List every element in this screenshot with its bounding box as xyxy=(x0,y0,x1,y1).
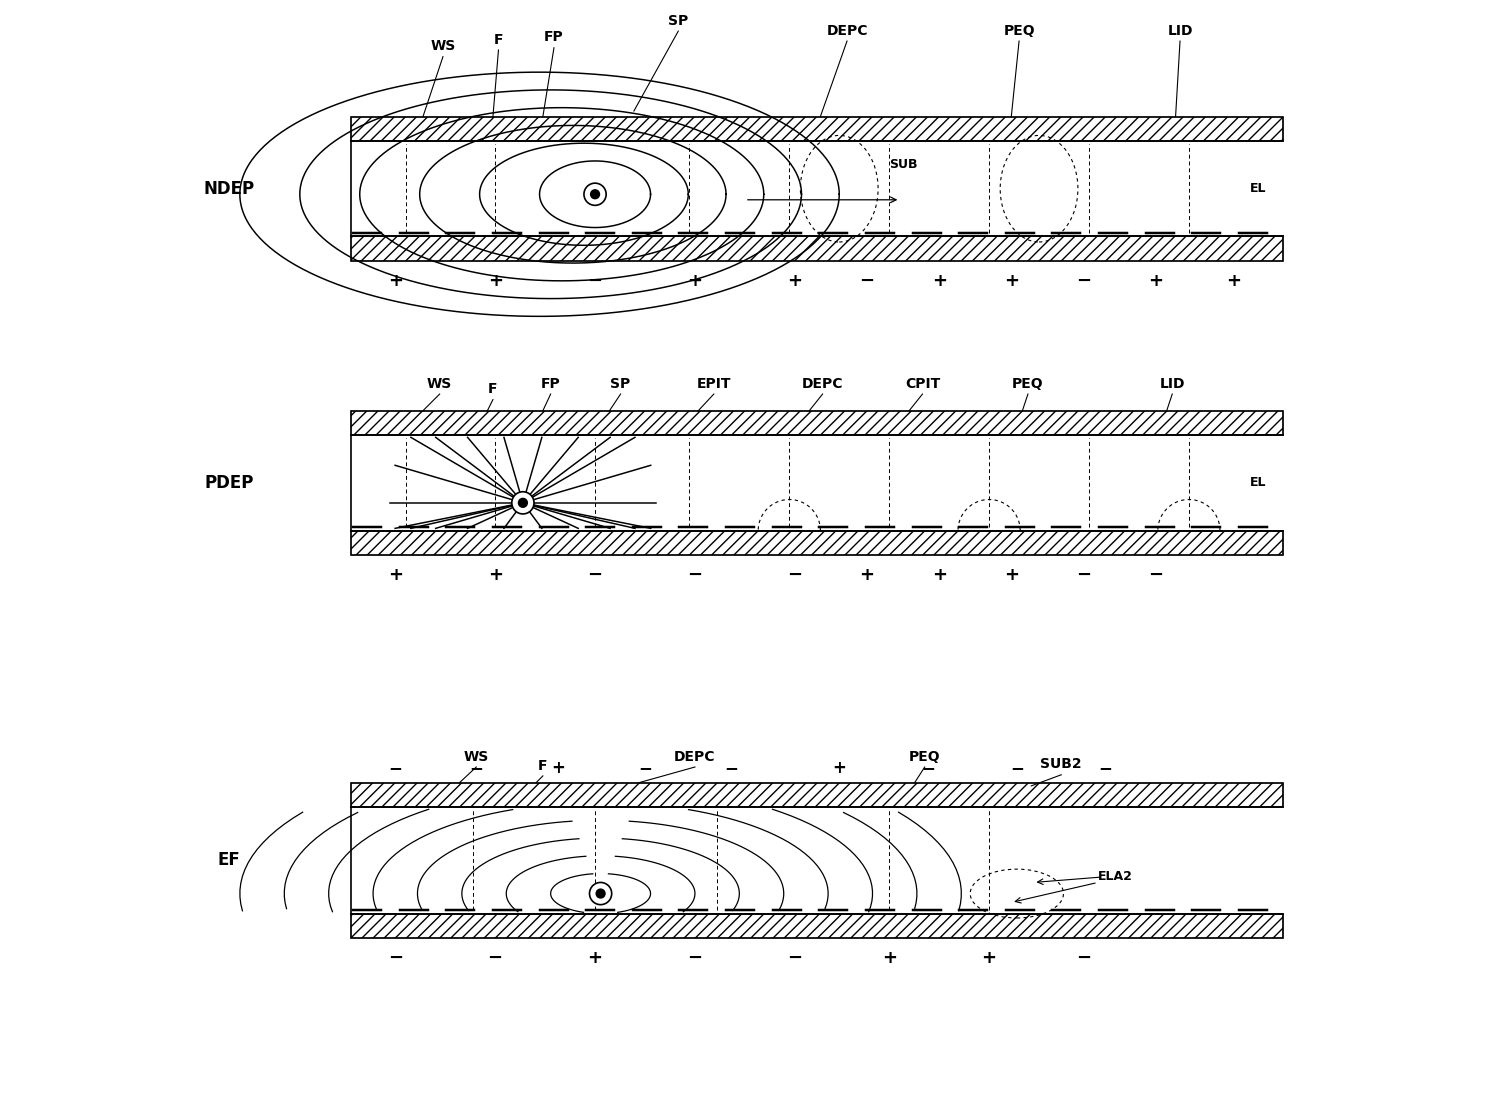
Text: DEPC: DEPC xyxy=(826,23,868,38)
Text: −: − xyxy=(788,949,803,967)
Text: −: − xyxy=(1077,272,1092,290)
Text: WS: WS xyxy=(431,39,455,53)
Text: +: + xyxy=(387,566,402,584)
Bar xyxy=(351,783,1284,807)
Bar xyxy=(351,531,1284,555)
Text: −: − xyxy=(1010,759,1024,777)
Text: WS: WS xyxy=(464,749,488,764)
Text: −: − xyxy=(588,272,603,290)
Text: EPIT: EPIT xyxy=(697,376,732,391)
Circle shape xyxy=(590,882,612,905)
Text: +: + xyxy=(1004,566,1019,584)
Bar xyxy=(351,236,1284,261)
Text: ELA2: ELA2 xyxy=(1098,870,1132,884)
Text: F: F xyxy=(494,32,503,47)
Circle shape xyxy=(511,492,534,514)
Text: SP: SP xyxy=(668,13,688,28)
Text: CPIT: CPIT xyxy=(904,376,940,391)
Text: −: − xyxy=(1148,566,1163,584)
Bar xyxy=(351,411,1284,435)
Text: −: − xyxy=(387,949,402,967)
Text: −: − xyxy=(1077,566,1092,584)
Text: PDEP: PDEP xyxy=(204,474,254,492)
Text: −: − xyxy=(859,272,874,290)
Text: +: + xyxy=(832,759,847,777)
Bar xyxy=(351,914,1284,938)
Circle shape xyxy=(591,190,599,199)
Text: −: − xyxy=(638,759,652,777)
Text: SP: SP xyxy=(611,376,631,391)
Text: LID: LID xyxy=(1160,376,1185,391)
Text: −: − xyxy=(487,949,502,967)
Text: FP: FP xyxy=(541,376,561,391)
Bar xyxy=(351,411,1284,435)
Text: −: − xyxy=(1099,759,1113,777)
Bar xyxy=(351,117,1284,141)
Text: +: + xyxy=(488,566,502,584)
Text: −: − xyxy=(588,566,603,584)
Bar xyxy=(351,783,1284,807)
Text: +: + xyxy=(931,566,947,584)
Text: EL: EL xyxy=(1250,476,1267,490)
Text: F: F xyxy=(538,758,547,773)
Text: SUB: SUB xyxy=(889,158,918,171)
Text: +: + xyxy=(859,566,874,584)
Text: DEPC: DEPC xyxy=(801,376,844,391)
Text: +: + xyxy=(688,272,703,290)
Text: FP: FP xyxy=(544,30,564,44)
Text: +: + xyxy=(931,272,947,290)
Text: WS: WS xyxy=(426,376,452,391)
Text: PEQ: PEQ xyxy=(1012,376,1043,391)
Text: PEQ: PEQ xyxy=(909,749,940,764)
Text: +: + xyxy=(588,949,603,967)
Text: +: + xyxy=(387,272,402,290)
Circle shape xyxy=(519,498,528,507)
Text: EF: EF xyxy=(218,851,240,869)
Bar xyxy=(351,117,1284,141)
Text: −: − xyxy=(688,566,703,584)
Text: −: − xyxy=(688,949,703,967)
Text: PEQ: PEQ xyxy=(1004,23,1034,38)
Circle shape xyxy=(584,183,606,205)
Text: F: F xyxy=(488,382,497,396)
Text: DEPC: DEPC xyxy=(674,749,715,764)
Text: SUB2: SUB2 xyxy=(1040,757,1083,771)
Text: +: + xyxy=(552,759,565,777)
Text: −: − xyxy=(1077,949,1092,967)
Bar xyxy=(351,236,1284,261)
Text: −: − xyxy=(921,759,934,777)
Text: +: + xyxy=(1148,272,1163,290)
Text: +: + xyxy=(1226,272,1241,290)
Text: −: − xyxy=(724,759,738,777)
Text: NDEP: NDEP xyxy=(203,180,254,198)
Bar xyxy=(351,914,1284,938)
Text: −: − xyxy=(389,759,402,777)
Text: +: + xyxy=(788,272,803,290)
Text: −: − xyxy=(469,759,484,777)
Text: +: + xyxy=(488,272,502,290)
Text: +: + xyxy=(1004,272,1019,290)
Bar xyxy=(351,531,1284,555)
Text: −: − xyxy=(788,566,803,584)
Text: +: + xyxy=(881,949,897,967)
Text: LID: LID xyxy=(1167,23,1193,38)
Circle shape xyxy=(596,889,605,898)
Text: EL: EL xyxy=(1250,182,1267,195)
Text: +: + xyxy=(981,949,996,967)
